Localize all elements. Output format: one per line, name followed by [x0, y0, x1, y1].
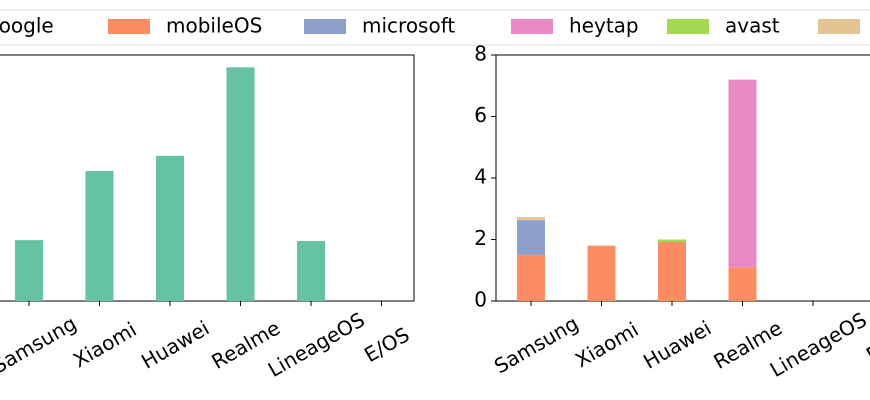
bar [85, 170, 114, 301]
legend-label: google [0, 14, 54, 38]
bar [517, 254, 545, 301]
bar [658, 241, 686, 301]
legend-label: mobileOS [166, 14, 262, 38]
bar [517, 220, 545, 255]
x-tick-label: Xiaomi [69, 317, 141, 372]
legend-swatch [108, 19, 150, 34]
bar [15, 240, 43, 301]
bar [728, 79, 757, 268]
legend-swatch [511, 19, 553, 34]
x-tick-label: LineageOS [264, 307, 369, 381]
legend-label: avast [725, 14, 780, 38]
y-tick-label: 6 [474, 103, 487, 127]
bar [517, 217, 545, 221]
x-tick-label: E/OS [360, 322, 413, 367]
legend-label: microsoft [362, 14, 455, 38]
bar [728, 267, 757, 301]
bar [297, 241, 325, 301]
y-tick-label: 0 [474, 288, 487, 312]
x-tick-label: LineageOS [766, 307, 870, 381]
x-tick-label: Samsung [0, 311, 80, 378]
y-tick-label: 2 [474, 226, 487, 250]
x-tick-label: Huawei [137, 316, 213, 374]
legend-swatch [818, 19, 860, 34]
bar [587, 245, 616, 301]
bar [226, 67, 255, 301]
bar [658, 239, 686, 242]
bar [156, 155, 184, 301]
legend-swatch [667, 19, 709, 34]
x-tick-label: Samsung [490, 311, 582, 378]
y-tick-label: 8 [474, 42, 487, 66]
y-tick-label: 4 [474, 165, 487, 189]
axes-frame [0, 54, 415, 302]
x-tick-label: Xiaomi [571, 317, 643, 372]
x-tick-label: E/OS [862, 322, 870, 367]
x-tick-label: Huawei [639, 316, 715, 374]
legend-label: heytap [569, 14, 639, 38]
legend-swatch [304, 19, 346, 34]
